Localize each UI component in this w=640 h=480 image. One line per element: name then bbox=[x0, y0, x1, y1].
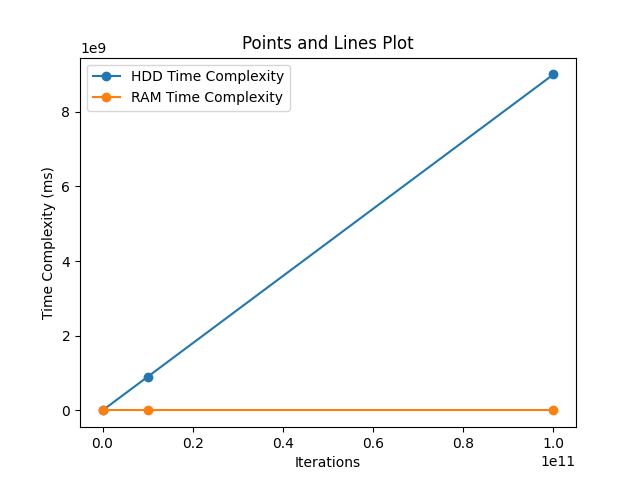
RAM Time Complexity bbox=[99, 408, 106, 413]
X-axis label: Iterations: Iterations bbox=[295, 456, 361, 470]
Line: RAM Time Complexity: RAM Time Complexity bbox=[99, 406, 557, 415]
Line: HDD Time Complexity: HDD Time Complexity bbox=[99, 70, 557, 415]
Y-axis label: Time Complexity (ms): Time Complexity (ms) bbox=[42, 166, 56, 319]
HDD Time Complexity bbox=[550, 72, 557, 77]
RAM Time Complexity bbox=[144, 408, 152, 413]
HDD Time Complexity bbox=[99, 408, 106, 413]
RAM Time Complexity bbox=[550, 408, 557, 413]
Title: Points and Lines Plot: Points and Lines Plot bbox=[242, 35, 414, 53]
HDD Time Complexity bbox=[144, 374, 152, 380]
Legend: HDD Time Complexity, RAM Time Complexity: HDD Time Complexity, RAM Time Complexity bbox=[87, 64, 290, 110]
